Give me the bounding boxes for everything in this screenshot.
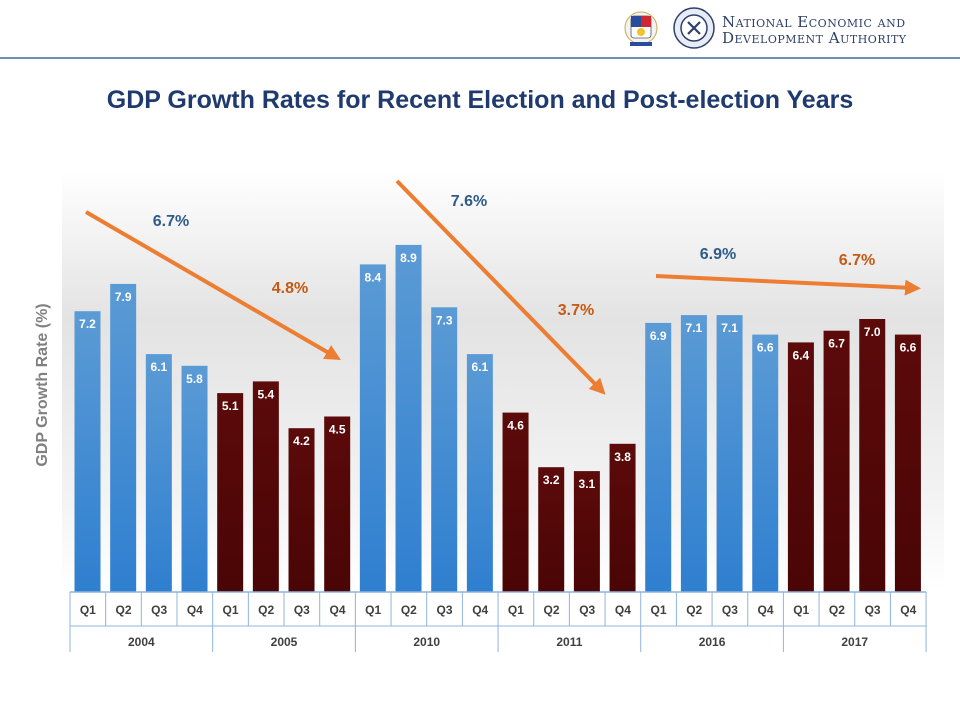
bar-value-label: 4.2 [293,434,310,448]
x-tick-label-quarter: Q1 [80,603,96,617]
x-tick-label-quarter: Q2 [829,603,845,617]
x-tick-label-year: 2016 [699,635,726,649]
x-tick-label-quarter: Q3 [437,603,453,617]
organization-name-line2: Development Authority [722,29,907,47]
bar [466,354,493,592]
bar [324,416,351,592]
bar-value-label: 7.2 [79,317,96,331]
bar [110,283,137,592]
trend-arrow [395,179,606,395]
header-rule [0,57,960,59]
bar-value-label: 5.4 [258,387,275,401]
bar [395,244,422,592]
bar [859,319,886,592]
bar-value-label: 6.4 [793,348,810,362]
bar [573,471,600,592]
bar [538,467,565,592]
bar-value-label: 6.6 [900,341,917,355]
header-logos [624,7,715,49]
bar [752,334,779,592]
x-tick-label-quarter: Q4 [187,603,203,617]
bar-value-label: 5.8 [186,372,203,386]
bar-value-label: 8.4 [365,270,382,284]
x-tick-label-quarter: Q3 [294,603,310,617]
trend-arrow [655,274,921,296]
bar-value-label: 3.2 [543,473,560,487]
x-tick-label-year: 2010 [413,635,440,649]
trend-arrow [84,210,341,361]
bar-value-label: 6.1 [472,360,489,374]
organization-name: National Economic and Development Author… [722,14,907,46]
bar [823,330,850,592]
bar-value-label: 7.9 [115,290,132,304]
chart-title: GDP Growth Rates for Recent Election and… [106,86,854,114]
x-tick-label-quarter: Q4 [472,603,488,617]
bar-value-label: 3.8 [614,450,631,464]
bar [716,315,743,592]
organization-name-line1: National Economic and [722,13,906,31]
neda-logo-icon [673,7,715,49]
bar [252,381,279,592]
x-tick-label-year: 2017 [841,635,868,649]
bar-value-label: 3.1 [579,477,596,491]
bar-value-label: 5.1 [222,399,239,413]
average-annotation: 7.6% [451,193,487,210]
bar-value-label: 6.7 [828,337,845,351]
bar [359,264,386,592]
x-tick-label-quarter: Q1 [365,603,381,617]
x-tick-label-quarter: Q3 [579,603,595,617]
x-tick-label-quarter: Q1 [508,603,524,617]
bar-value-label: 6.6 [757,341,774,355]
average-annotation: 3.7% [558,302,594,319]
bar [502,412,529,592]
bar [145,354,172,592]
x-tick-label-quarter: Q1 [223,603,239,617]
bar-value-label: 7.3 [436,313,453,327]
bar [288,428,315,592]
x-tick-label-quarter: Q4 [615,603,631,617]
bar [680,315,707,592]
average-annotation: 4.8% [272,280,308,297]
bar-value-label: 4.5 [329,423,346,437]
bar-value-label: 7.0 [864,325,881,339]
x-tick-label-quarter: Q2 [258,603,274,617]
bar-value-label: 7.1 [721,321,738,335]
bar [431,307,458,592]
bar-value-label: 7.1 [686,321,703,335]
x-tick-label-quarter: Q2 [115,603,131,617]
x-tick-label-quarter: Q3 [865,603,881,617]
x-tick-label-year: 2005 [271,635,298,649]
bar [609,443,636,592]
x-tick-label-quarter: Q4 [900,603,916,617]
x-tick-label-quarter: Q2 [401,603,417,617]
x-tick-label-quarter: Q2 [686,603,702,617]
x-tick-label-year: 2004 [128,635,155,649]
bar-value-label: 8.9 [400,251,417,265]
x-tick-label-quarter: Q4 [758,603,774,617]
bar [217,393,244,592]
bar-value-label: 6.9 [650,329,667,343]
x-tick-label-quarter: Q1 [651,603,667,617]
average-annotation: 6.7% [839,252,875,269]
y-axis-label: GDP Growth Rate (%) [34,303,51,466]
bar [894,334,921,592]
x-tick-label-quarter: Q3 [151,603,167,617]
x-tick-label-quarter: Q1 [793,603,809,617]
x-tick-label-year: 2011 [556,635,582,649]
bar [787,342,814,592]
x-tick-label-quarter: Q4 [330,603,346,617]
average-annotation: 6.7% [153,213,189,230]
x-tick-label-quarter: Q2 [544,603,560,617]
bar [181,365,208,592]
bar [645,322,672,592]
bar-value-label: 6.1 [150,360,167,374]
philippine-seal-icon [624,11,658,46]
average-annotation: 6.9% [700,246,736,263]
bar-value-label: 4.6 [507,419,524,433]
x-tick-label-quarter: Q3 [722,603,738,617]
bar [74,311,101,592]
